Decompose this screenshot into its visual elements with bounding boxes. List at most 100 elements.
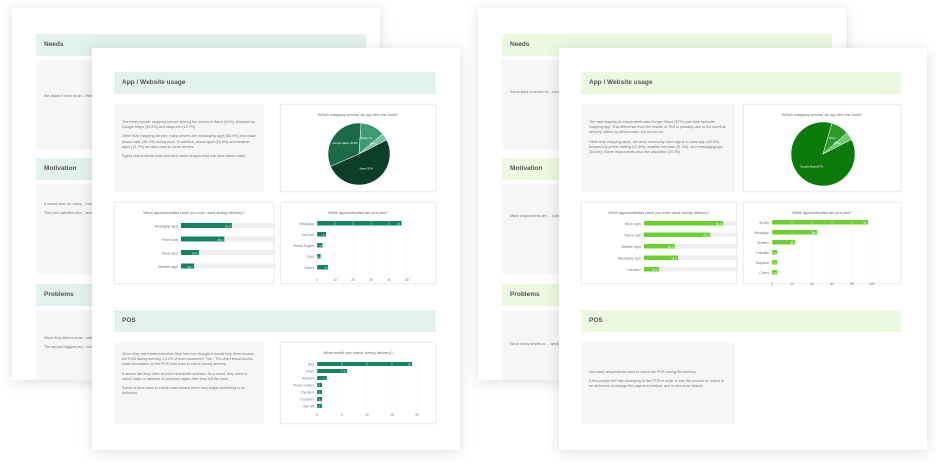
bar-value-4: 1 <box>319 390 321 394</box>
app-usage-text-r2: Other than mapping apps, the most common… <box>589 139 723 155</box>
section-header-app-usage: App / Website usage <box>114 72 436 94</box>
bar-label-5: Others <box>759 271 769 275</box>
pie-label-0: Google Maps 87% <box>800 165 824 169</box>
bar-value-5: 1 <box>319 397 321 401</box>
bar-value-4: 15.3 <box>652 268 658 272</box>
section-header-app-usage-2: App / Website usage <box>581 72 901 94</box>
x-tick-0: 0 <box>316 278 318 282</box>
pos-check-bar-chart: Map 19 Order 6 Address 2 Phone number 1 Payment 1… <box>293 360 419 417</box>
bar-value-3: 34.8 <box>671 256 677 260</box>
bar-label-3: Weather apps <box>158 265 178 269</box>
bar-value-4: 6 <box>325 266 327 270</box>
bar-track-2 <box>644 244 738 249</box>
bar-3 <box>644 255 679 260</box>
bar-label-3: Messaging apps <box>618 256 642 260</box>
bar-2 <box>181 250 199 255</box>
app-usage-text-box-2: The vast majority of respondents said Go… <box>581 104 735 192</box>
apps-used-title-2: What apps/websites have you ever used du… <box>608 210 710 215</box>
apps-used-bar-chart-2: Music apps 80.6 Phone calls 67.6 Weather app… <box>618 221 738 272</box>
bar-5 <box>772 270 777 275</box>
bar-track-1 <box>181 236 275 242</box>
pie-slice-0 <box>330 139 391 186</box>
bar-2 <box>317 243 323 248</box>
motivation-text-1: It seems that, for many... motivation is… <box>44 202 124 206</box>
bar-0 <box>644 221 723 226</box>
bar-label-0: Music apps <box>625 222 642 226</box>
section-header-pos: POS <box>114 310 436 332</box>
bar-2 <box>317 376 327 380</box>
bar-value-2: 18.6 <box>192 251 198 255</box>
bar-value-2: 3 <box>319 244 321 248</box>
x-tick-0: 0 <box>771 282 773 285</box>
x-tick-1: 20 <box>790 282 794 285</box>
pos-text-box-2: Not many respondents want to check the P… <box>581 342 735 424</box>
pie-label-2: Maps.me <box>361 136 373 140</box>
bar-1 <box>181 236 225 242</box>
bar-4 <box>317 390 322 394</box>
x-tick-2: 20 <box>351 278 355 282</box>
bar-label-6: Item list <box>303 404 314 408</box>
x-tick-4: 40 <box>387 278 391 282</box>
apps-used-bar-chart: Messaging apps 52.9 Phone calls 45.1 Music a… <box>155 223 275 269</box>
bar-label-1: Phone calls <box>625 233 642 237</box>
bar-5 <box>317 397 322 401</box>
x-tick-4: 80 <box>850 282 854 285</box>
bar-6 <box>317 404 322 408</box>
bar-value-0: 80.6 <box>716 222 722 226</box>
apps-names-title: What apps/websites did you use? <box>328 210 388 215</box>
bar-card-apps-names: What apps/websites did you use? WhatsApp… <box>280 202 436 284</box>
bar-value-0: 47 <box>397 222 401 226</box>
x-tick-3: 30 <box>369 278 373 282</box>
bar-value-3: 5 <box>774 251 776 255</box>
bar-value-1: 45.1 <box>217 238 223 242</box>
bar-label-1: Order <box>306 369 315 373</box>
pos-text-r1: Not many respondents want to check the P… <box>589 370 697 374</box>
bar-label-0: Spotify <box>759 221 769 225</box>
bar-card-apps-used: What apps/websites have you ever used du… <box>114 202 275 284</box>
bar-value-3: 1 <box>319 383 321 387</box>
apps-names-bar-chart: WhatsApp 47 YouTube 5 Search Engine 3 SMS 2 Othe… <box>293 219 409 282</box>
bar-value-3: 13.7 <box>187 265 193 269</box>
bar-label-2: Music apps <box>162 251 179 255</box>
pos-text-2: It seems like they often receive incompl… <box>122 371 248 381</box>
bar-value-1: 67.6 <box>703 233 709 237</box>
pie-slice-3 <box>358 133 387 155</box>
app-usage-text-box: The most popular mapping service among t… <box>114 104 264 192</box>
bar-0 <box>317 221 402 226</box>
bar-card-pos-check: What would you check during delivery? Ma… <box>280 342 436 424</box>
x-tick-0: 0 <box>316 413 318 417</box>
bar-label-2: Search Engine <box>293 244 314 248</box>
bar-track-4 <box>644 267 738 272</box>
pie-card-mapping: Which mapping service do you like the mo… <box>280 104 436 192</box>
bar-track-3 <box>181 263 275 269</box>
bar-3 <box>181 263 195 269</box>
bar-label-3: Translate <box>756 251 769 255</box>
x-tick-4: 20 <box>415 413 419 417</box>
bar-label-4: Others <box>304 266 314 270</box>
bar-label-2: Weather <box>757 241 770 245</box>
bar-1 <box>317 232 326 237</box>
bar-2 <box>644 244 675 249</box>
bar-label-3: Phone number <box>293 383 315 387</box>
apps-used-title: What apps/websites have you ever used du… <box>143 210 245 215</box>
bar-3 <box>317 254 321 259</box>
pie-label-0: Waze 51% <box>360 166 374 170</box>
bar-label-4: Payment <box>301 390 314 394</box>
bar-value-3: 2 <box>318 255 320 259</box>
bar-0 <box>317 362 412 366</box>
x-tick-2: 40 <box>810 282 814 285</box>
bar-label-5: Customer <box>300 397 315 401</box>
bar-0 <box>181 223 232 228</box>
apps-names-bar-chart-2: Spotify96WhatsApp45Weather23Translate5Sn… <box>754 218 875 285</box>
bar-label-1: YouTube <box>301 233 314 237</box>
bar-1 <box>644 232 711 237</box>
bar-4 <box>644 267 659 272</box>
pie-label-1: Google Maps 32.6% <box>332 141 358 145</box>
bar-value-6: 1 <box>319 404 321 408</box>
app-usage-text-3: Eighty respondents have provided name of… <box>122 154 247 159</box>
bar-1 <box>317 369 347 373</box>
bar-value-2: 31.3 <box>668 245 674 249</box>
right-front-page: App / Website usage The vast majority of… <box>559 48 927 450</box>
